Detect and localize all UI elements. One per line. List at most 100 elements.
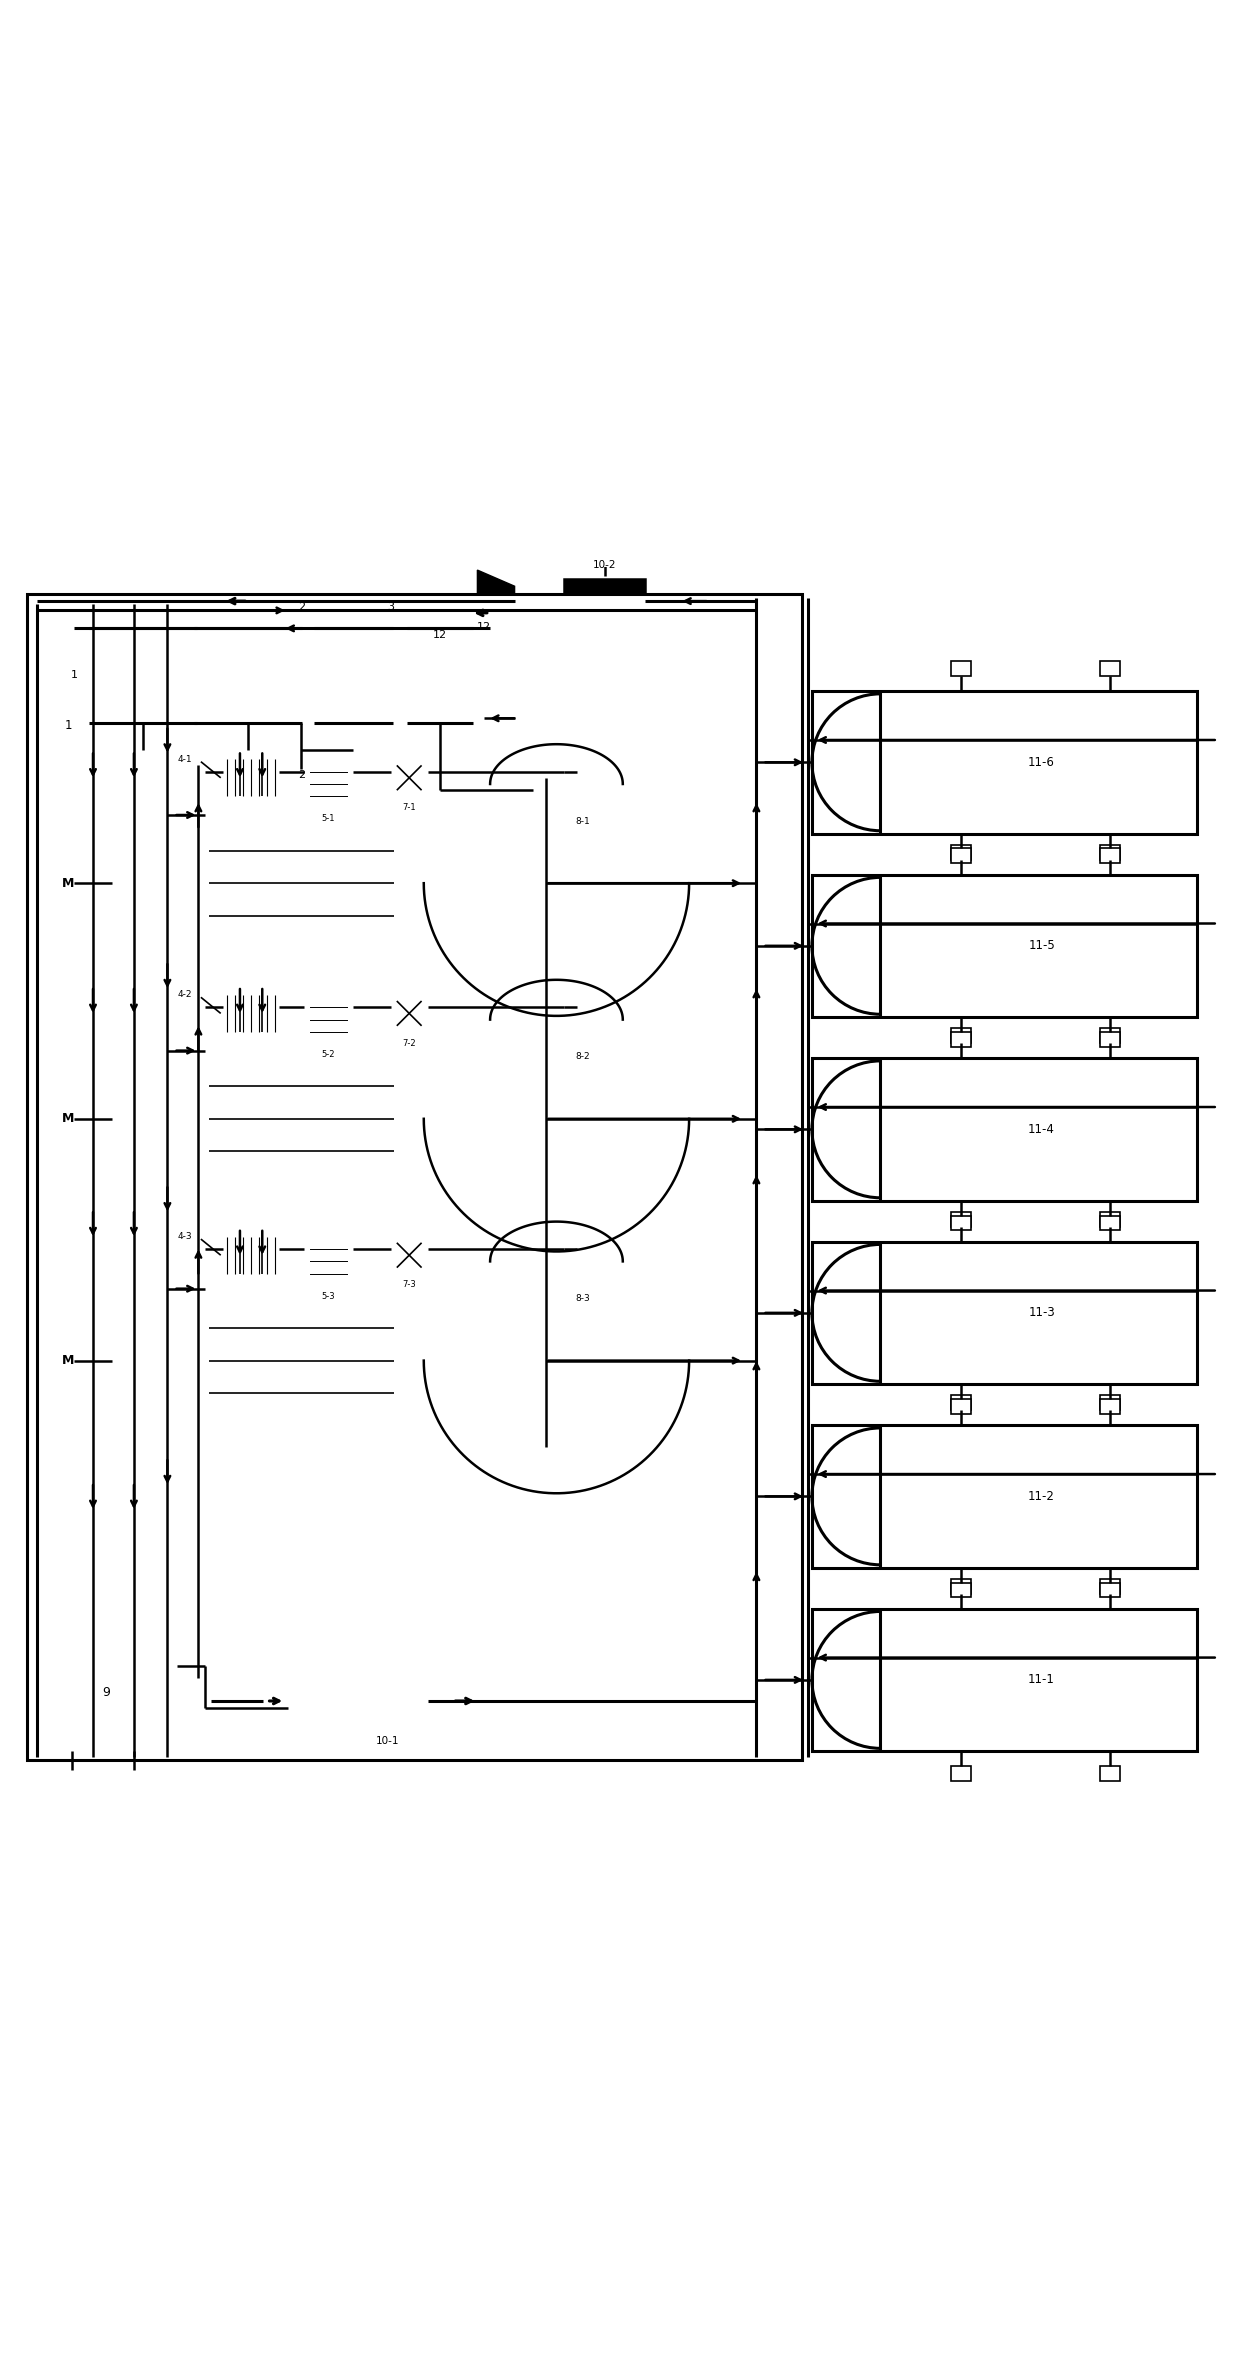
Text: 1: 1 [71,669,78,681]
Text: 2: 2 [298,769,305,779]
Bar [347,1678,428,1724]
Polygon shape [304,1239,353,1284]
Bar [60,1346,82,1375]
Bar [812,1059,1197,1201]
Text: 5-2: 5-2 [322,1049,335,1059]
Text: 8-3: 8-3 [575,1294,590,1303]
Text: 3: 3 [387,603,394,612]
Bar [951,1211,971,1227]
Text: 10-2: 10-2 [593,560,616,570]
Text: 11-4: 11-4 [1028,1123,1055,1135]
Text: 5-3: 5-3 [322,1291,335,1301]
Bar [951,1579,971,1593]
Polygon shape [477,570,515,631]
Circle shape [391,1237,428,1275]
Polygon shape [304,997,353,1042]
Bar [951,1033,971,1047]
Bar [564,579,645,622]
Bar [951,1766,971,1780]
Bar [300,814,315,952]
Bar [342,1291,358,1432]
Bar [1100,1211,1120,1227]
Text: M: M [62,1353,74,1367]
Ellipse shape [62,629,114,722]
Bar [1100,1215,1120,1230]
Circle shape [554,762,599,807]
Text: 5-1: 5-1 [322,814,335,824]
Bar [1100,1398,1120,1415]
Polygon shape [564,734,589,753]
Text: 12: 12 [433,629,448,641]
Bar [951,1028,971,1042]
Bar [387,814,402,952]
Bar [1100,1396,1120,1410]
Text: 10-1: 10-1 [376,1735,399,1747]
Bar [951,662,971,677]
FancyBboxPatch shape [32,1189,625,1534]
Text: 7-1: 7-1 [403,802,415,812]
Bar [1100,1028,1120,1042]
Ellipse shape [367,629,419,722]
Text: 4-3: 4-3 [177,1232,192,1242]
Bar [409,760,564,819]
Bar [342,1049,358,1189]
Text: 11-2: 11-2 [1028,1491,1055,1503]
Text: 9: 9 [102,1686,110,1700]
Text: 11-3: 11-3 [1028,1306,1055,1320]
Ellipse shape [171,629,223,722]
Bar [812,874,1197,1016]
Bar [951,845,971,859]
Bar [1100,1766,1120,1780]
Bar [812,1424,1197,1567]
Bar [223,995,279,1033]
Text: 1: 1 [64,719,72,731]
Text: 11-5: 11-5 [1028,940,1055,952]
Text: 7-2: 7-2 [403,1040,415,1047]
Text: 4-1: 4-1 [177,755,192,764]
Bar [1100,848,1120,864]
Bar [300,1049,315,1189]
FancyBboxPatch shape [32,712,625,1056]
Bar [387,1049,402,1189]
Bar [951,848,971,864]
Ellipse shape [288,629,340,722]
Polygon shape [263,1671,298,1731]
Circle shape [554,1239,599,1284]
Bar [300,1291,315,1432]
Text: 2: 2 [298,603,305,612]
Bar [223,1237,279,1275]
Bar [812,1610,1197,1752]
Bar [812,691,1197,833]
Bar [812,1242,1197,1384]
Text: 4-2: 4-2 [177,990,192,999]
Bar [60,869,82,897]
Text: 12: 12 [476,622,491,631]
Bar [342,814,358,952]
Circle shape [554,997,599,1042]
Bar [1100,662,1120,677]
Bar [1100,1033,1120,1047]
Bar [223,760,279,795]
Bar [951,1396,971,1410]
Text: 11-6: 11-6 [1028,755,1055,769]
Polygon shape [304,762,353,807]
Circle shape [391,760,428,795]
FancyBboxPatch shape [32,947,625,1291]
Text: M: M [62,1113,74,1125]
Bar [60,1104,82,1135]
Bar [951,1215,971,1230]
Text: 8-2: 8-2 [575,1052,590,1061]
Circle shape [41,1334,95,1389]
Ellipse shape [382,629,433,722]
Circle shape [41,1092,95,1147]
Bar [35,1610,177,1752]
Circle shape [41,857,95,912]
Text: 11-1: 11-1 [1028,1674,1055,1686]
Bar [409,995,564,1054]
Bar [387,1291,402,1432]
Ellipse shape [277,629,327,722]
Bar [951,1398,971,1415]
Polygon shape [564,971,589,988]
Text: M: M [62,876,74,890]
Bar [1100,1583,1120,1598]
